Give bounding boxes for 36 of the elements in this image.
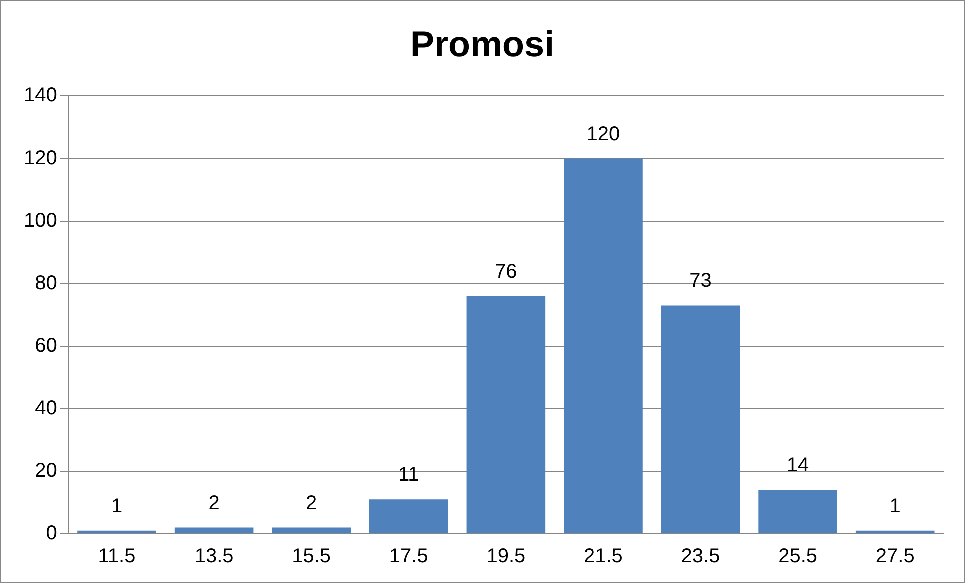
bar [466,296,546,534]
data-label: 1 [111,495,123,518]
data-label: 14 [786,454,810,477]
y-tick-label: 80 [35,272,58,294]
y-tick-label: 120 [24,147,58,170]
bar [564,158,643,534]
x-tick-label: 13.5 [194,546,234,568]
bar [78,530,156,534]
data-label: 120 [586,123,620,146]
bar [661,306,740,534]
bar [369,500,448,534]
y-tick-label: 20 [35,460,58,482]
x-tick-label: 11.5 [98,546,136,568]
x-tick-label: 19.5 [486,546,526,568]
y-tick-label: 0 [46,522,58,545]
y-tick-label: 140 [24,84,58,107]
x-tick-label: 17.5 [389,546,428,568]
y-tick-label: 60 [35,334,58,357]
bar [272,528,352,534]
x-tick-label: 21.5 [584,546,623,568]
y-tick-label: 40 [35,397,58,420]
data-label: 1 [890,495,901,518]
x-tick-label: 23.5 [681,546,720,568]
data-label: 76 [495,260,518,283]
x-tick-label: 27.5 [876,546,915,568]
bar [856,530,935,534]
data-label: 2 [208,492,220,514]
x-tick-label: 25.5 [778,546,818,568]
bar [174,528,254,534]
data-label: 2 [306,492,318,514]
y-tick-label: 100 [24,210,58,232]
x-tick-label: 15.5 [292,546,332,568]
data-label: 73 [690,270,712,292]
bar [758,490,838,534]
chart-title: Promosi [410,24,555,65]
data-label: 11 [398,464,420,486]
